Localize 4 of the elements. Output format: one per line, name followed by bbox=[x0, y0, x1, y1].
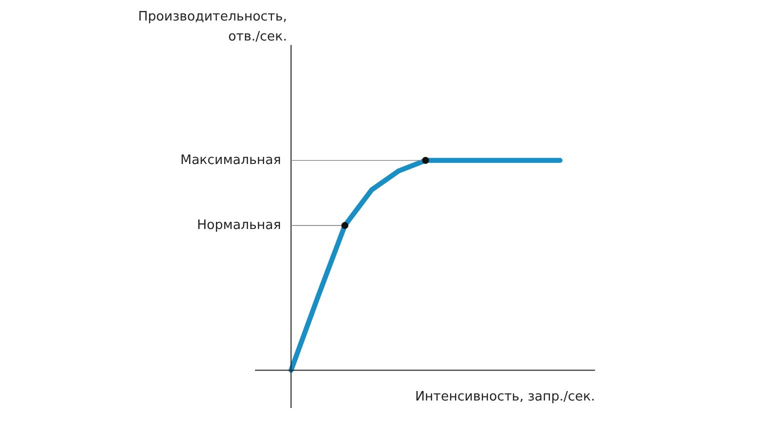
ref-line-label: Нормальная bbox=[197, 218, 282, 233]
text: Производительность, отв./сек. bbox=[138, 9, 288, 44]
ref-line-label: Максимальная bbox=[180, 152, 282, 168]
x-axis-title: Интенсивность, запр./сек. bbox=[415, 390, 595, 405]
